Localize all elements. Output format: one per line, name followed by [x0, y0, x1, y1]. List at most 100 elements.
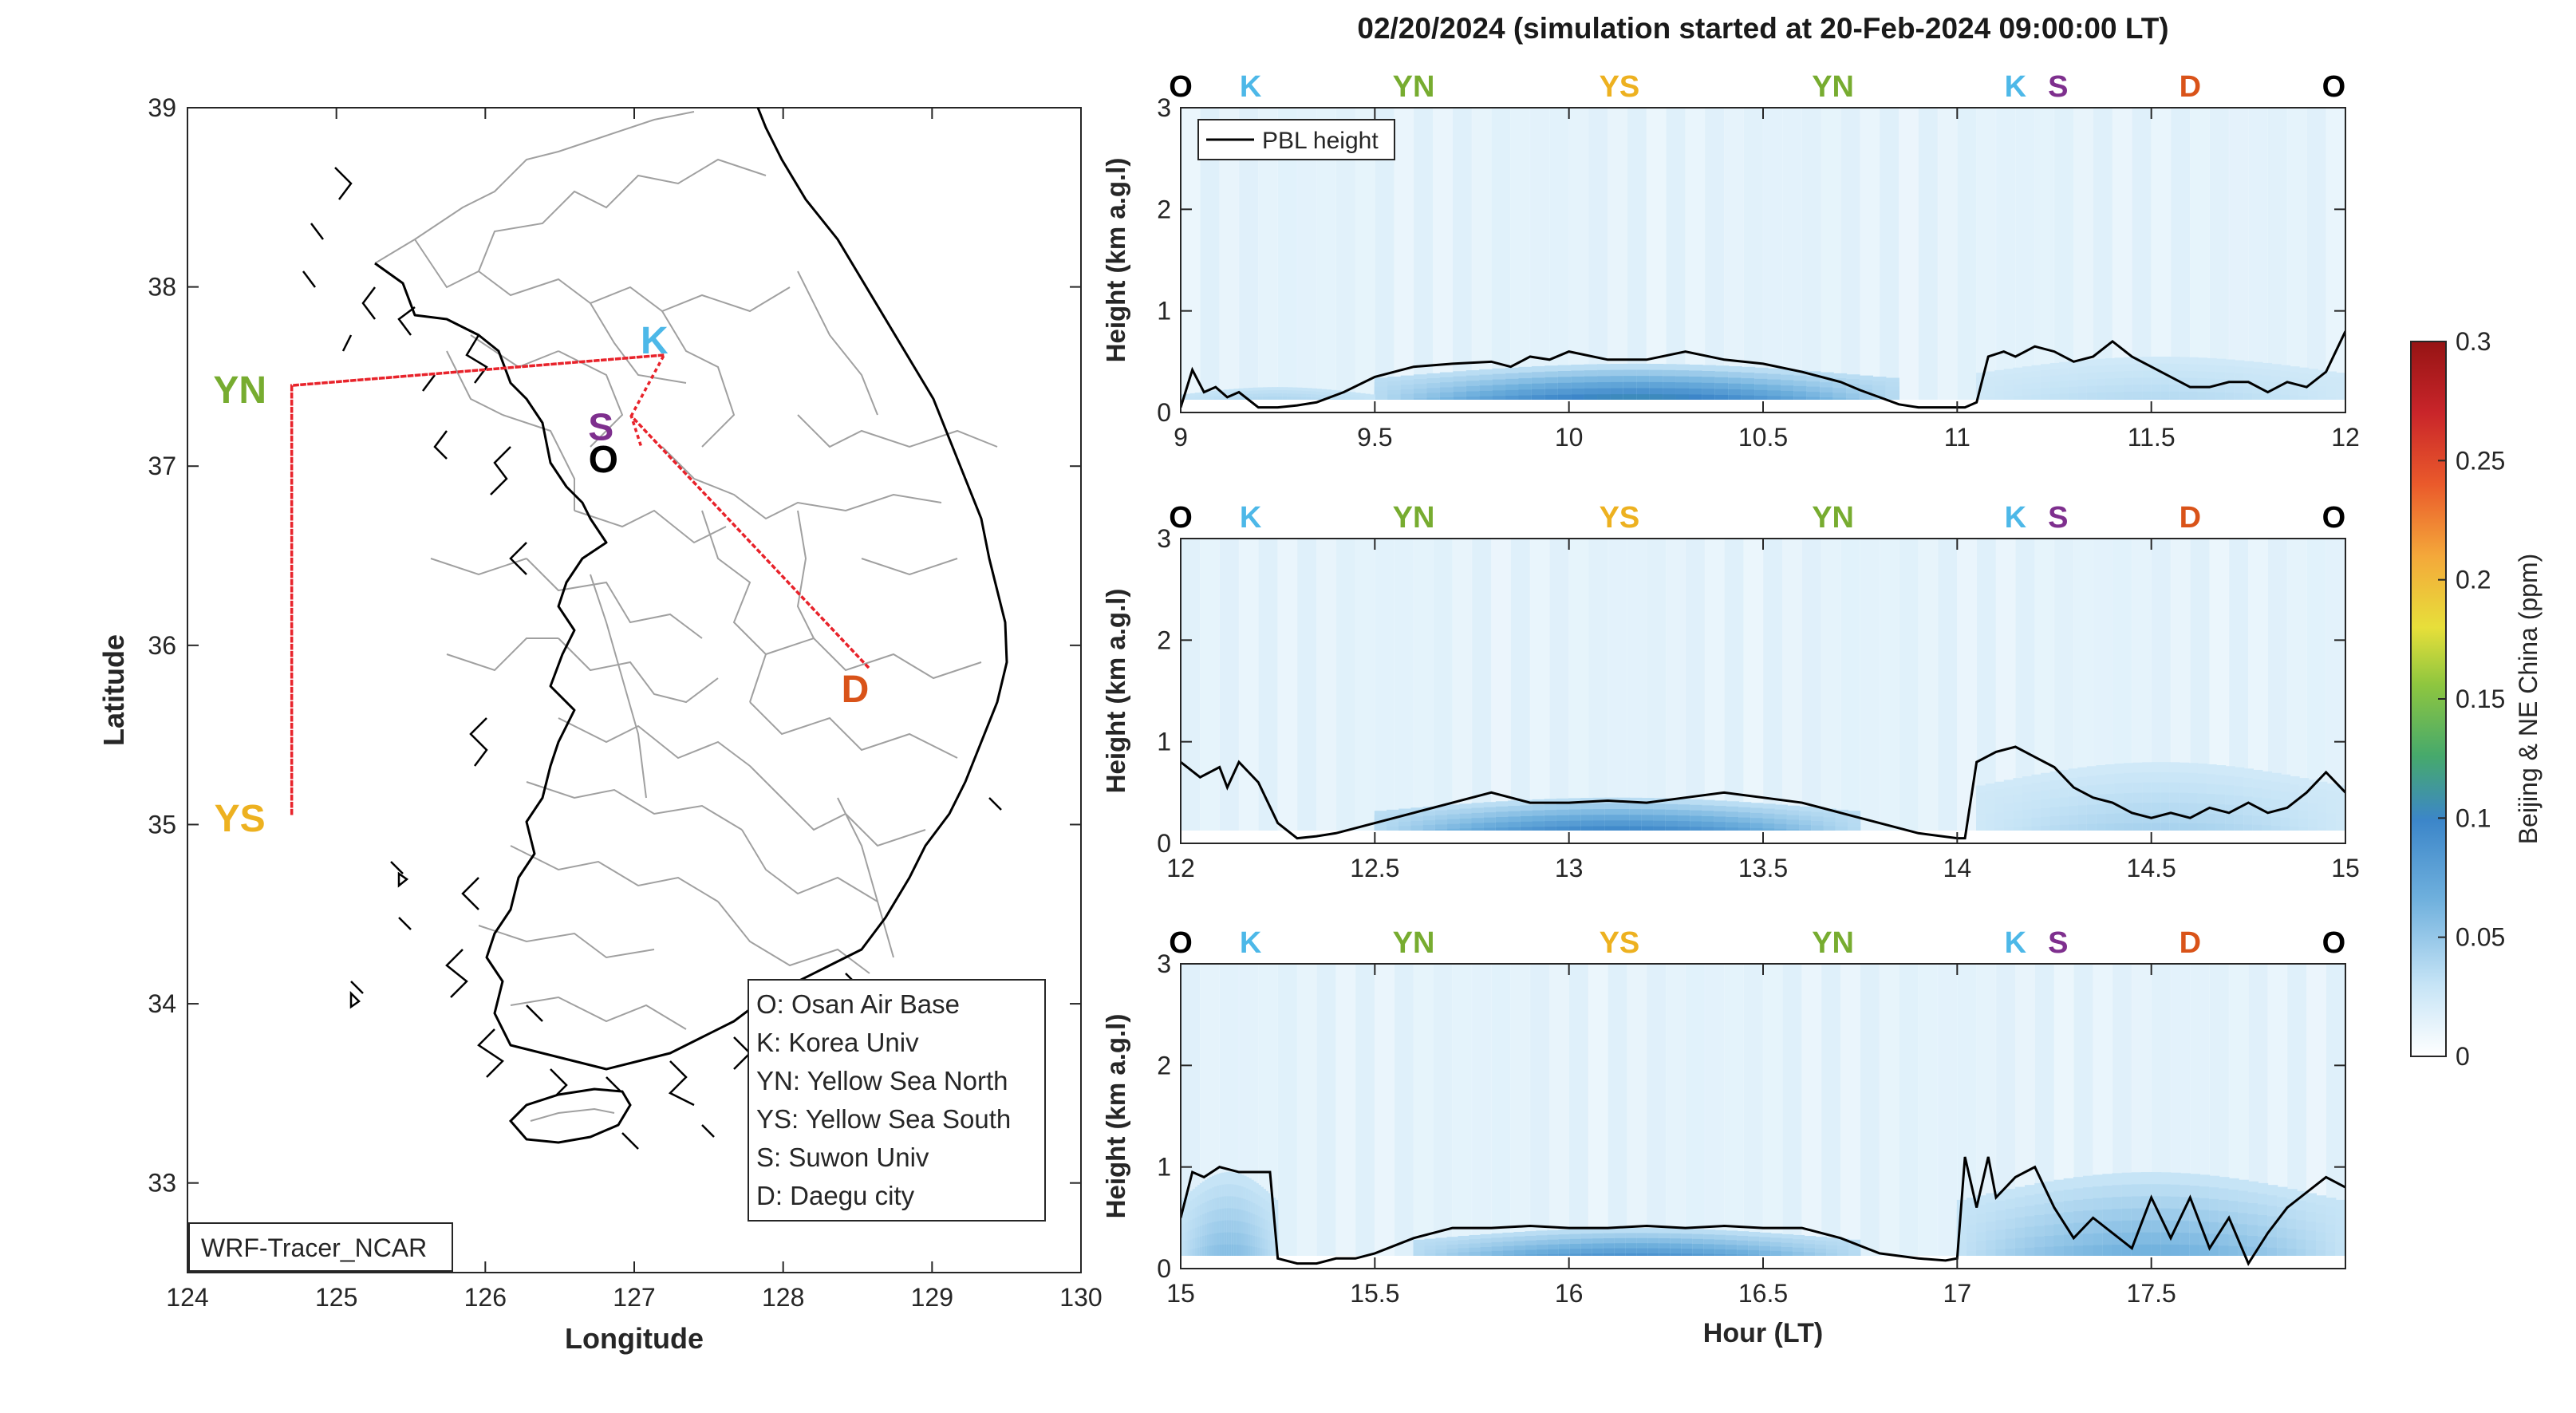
- tracer-cell: [1556, 826, 1570, 831]
- tracer-cell: [1614, 1253, 1627, 1256]
- tracer-cell: [1189, 1249, 1193, 1256]
- tracer-cell: [1835, 822, 1848, 831]
- tracer-cell: [2022, 395, 2033, 400]
- tracer-cell: [1544, 394, 1559, 400]
- tracer-cell: [1762, 823, 1776, 831]
- tracer-cell: [1233, 394, 1240, 400]
- tracer-cell: [2280, 394, 2291, 400]
- tracer-cell: [1229, 395, 1235, 400]
- tracer-cell: [1369, 399, 1375, 400]
- tracer-cell: [1625, 1248, 1638, 1256]
- tracer-cell: [1832, 397, 1848, 400]
- tracer-cell: [1233, 397, 1240, 400]
- tracer-column: [1316, 539, 1336, 843]
- curtain-xtick-label: 17.5: [2127, 1279, 2176, 1308]
- tracer-cell: [1424, 1249, 1437, 1256]
- tracer-cell: [2209, 1245, 2220, 1256]
- tracer-cell: [1245, 1233, 1249, 1256]
- tracer-cell: [1786, 824, 1801, 831]
- tracer-column: [1588, 108, 1608, 412]
- tracer-cell: [2068, 393, 2079, 400]
- tracer-cell: [2262, 825, 2273, 831]
- tracer-column: [1860, 964, 1880, 1269]
- tracer-cell: [1422, 824, 1436, 831]
- tracer-cell: [2025, 1247, 2036, 1256]
- tracer-cell: [1206, 1234, 1210, 1256]
- tracer-cell: [1592, 1248, 1604, 1256]
- tracer-cell: [1458, 1248, 1470, 1256]
- tracer-cell: [2013, 827, 2023, 831]
- tracer-cell: [1690, 827, 1703, 831]
- tracer-column: [1647, 539, 1667, 843]
- curtain-site-k: K: [1240, 926, 1262, 960]
- tracer-cell: [2041, 825, 2051, 831]
- tracer-column: [1608, 964, 1627, 1269]
- tracer-cell: [2105, 398, 2116, 400]
- tracer-cell: [1774, 823, 1788, 831]
- curtain-site-s: S: [2048, 70, 2068, 104]
- tracer-column: [1491, 964, 1511, 1269]
- tracer-cell: [2179, 823, 2190, 831]
- tracer-cell: [1568, 826, 1582, 831]
- tracer-cell: [1435, 1249, 1448, 1256]
- tracer-cell: [2142, 823, 2152, 831]
- tracer-column: [1355, 964, 1375, 1269]
- tracer-cell: [1185, 398, 1191, 400]
- tracer-cell: [1219, 395, 1225, 400]
- tracer-cell: [1209, 396, 1216, 400]
- tracer-cell: [2228, 1245, 2239, 1256]
- tracer-cell: [1264, 1249, 1268, 1256]
- figure-title: 02/20/2024 (simulation started at 20-Feb…: [1357, 12, 2168, 45]
- tracer-column: [2326, 108, 2345, 412]
- tracer-cell: [2335, 821, 2345, 831]
- tracer-column: [1433, 964, 1453, 1269]
- tracer-column: [1452, 539, 1472, 843]
- tracer-cell: [1250, 1246, 1254, 1256]
- tracer-cell: [1369, 397, 1375, 400]
- tracer-column: [1840, 108, 1860, 412]
- tracer-cell: [2003, 827, 2014, 831]
- site-legend-item: O: Osan Air Base: [756, 989, 960, 1019]
- tracer-cell: [1374, 827, 1388, 831]
- curtain-site-yn: YN: [1393, 70, 1435, 104]
- tracer-cell: [1206, 1245, 1210, 1256]
- tracer-column: [2267, 108, 2287, 412]
- tracer-cell: [1204, 1246, 1208, 1256]
- tracer-cell: [1703, 1253, 1716, 1256]
- tracer-cell: [2112, 1245, 2123, 1256]
- tracer-cell: [1670, 1253, 1682, 1256]
- tracer-cell: [1262, 1238, 1266, 1256]
- tracer-cell: [1224, 1232, 1228, 1256]
- tracer-cell: [1320, 395, 1327, 400]
- curtain-xtick-label: 14.5: [2127, 854, 2176, 882]
- tracer-cell: [1209, 399, 1216, 400]
- curtain-ytick-label: 3: [1157, 93, 1171, 122]
- tracer-cell: [1204, 397, 1210, 400]
- map-site-d: D: [842, 669, 870, 711]
- tracer-column: [1763, 108, 1783, 412]
- tracer-cell: [1976, 393, 1986, 400]
- tracer-cell: [2169, 823, 2180, 831]
- curtain-ytick-label: 2: [1157, 195, 1171, 223]
- tracer-column: [1724, 964, 1744, 1269]
- tracer-cell: [2197, 392, 2208, 400]
- tracer-cell: [2031, 826, 2042, 831]
- map-site-k: K: [641, 320, 669, 362]
- tracer-cell: [2179, 391, 2190, 400]
- tracer-cell: [1847, 823, 1861, 831]
- tracer-cell: [1471, 823, 1485, 831]
- tracer-cell: [1355, 397, 1361, 400]
- tracer-cell: [1823, 826, 1836, 831]
- tracer-cell: [1466, 391, 1481, 400]
- tracer-cell: [1219, 1233, 1223, 1256]
- tracer-cell: [2326, 392, 2337, 400]
- site-legend-item: YN: Yellow Sea North: [756, 1066, 1008, 1095]
- tracer-column: [1414, 539, 1434, 843]
- tracer-cell: [2179, 398, 2190, 400]
- tracer-cell: [2180, 1245, 2191, 1256]
- tracer-cell: [1355, 395, 1361, 400]
- tracer-cell: [1636, 394, 1651, 400]
- tracer-cell: [1233, 1232, 1237, 1256]
- tracer-cell: [2041, 394, 2051, 400]
